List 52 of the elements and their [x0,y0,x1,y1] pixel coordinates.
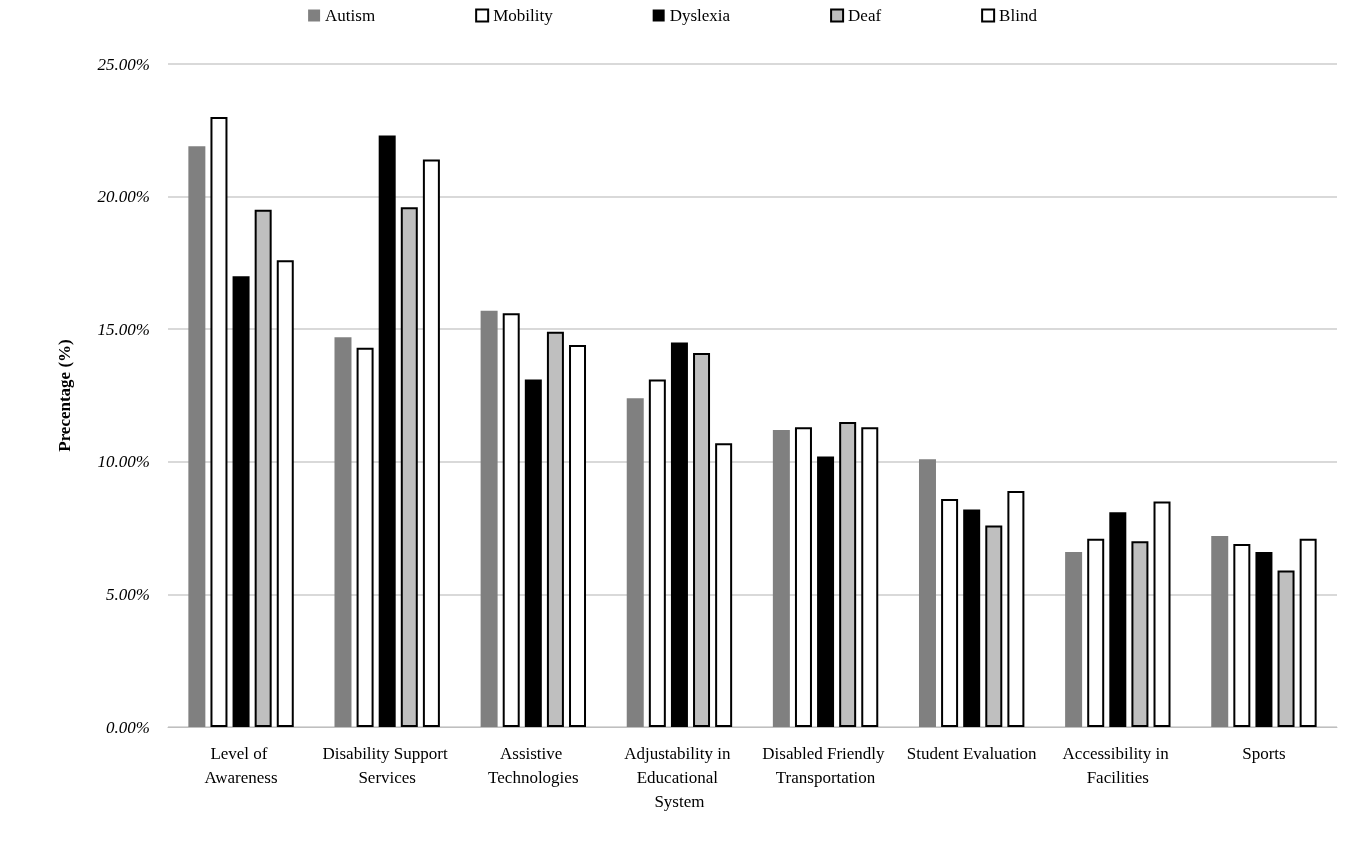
bar [963,509,981,727]
x-tick-label: Accessibility in Facilities [1062,743,1174,787]
bar [1153,501,1171,727]
bar [334,337,352,727]
bar [941,498,959,727]
bar [188,146,206,727]
x-tick-label: Disability Support Services [322,743,452,787]
bar [502,313,520,727]
y-tick-label: 15.00% [97,319,150,339]
bar [1007,490,1025,727]
bar [1255,551,1273,727]
legend-label: Mobility [493,6,554,25]
x-tick-label: Assistive Technologies [488,743,579,787]
y-tick-label: 0.00% [106,717,150,737]
y-tick-label: 25.00% [97,54,150,74]
bar [356,347,374,727]
y-tick-label: 5.00% [106,584,150,604]
bar [422,159,440,727]
bar [378,135,396,727]
bar [648,379,666,727]
bar [480,310,498,727]
bar [817,456,835,727]
bar [772,429,790,727]
x-tick-label: Level of Awareness [204,743,278,787]
legend-label: Deaf [848,6,882,25]
bar [276,260,294,727]
bar [1211,536,1229,727]
y-tick-label: 10.00% [97,452,150,472]
bar [1233,544,1251,727]
legend-label: Blind [999,6,1038,25]
bar [626,398,644,727]
x-tick-label: Disabled Friendly Transportation [762,743,889,787]
legend-label: Dyslexia [669,6,731,25]
bar [794,427,812,727]
bar [569,345,587,727]
bar [1087,538,1105,727]
bar [1065,551,1083,727]
bar [1299,538,1317,727]
x-tick-label: Student Evaluation [906,743,1038,763]
bar [861,427,879,727]
x-tick-label: Sports [1242,743,1286,763]
bar [918,459,936,727]
y-tick-label: 20.00% [97,187,150,207]
bar [524,379,542,727]
y-axis-title: Precentage (%) [55,339,74,452]
x-tick-label: Adjustability in Educational System [624,743,735,811]
bar [210,117,228,727]
bar [1109,512,1127,727]
bar [232,276,250,727]
legend-label: Autism [325,6,376,25]
bar [670,342,688,727]
bar [715,443,733,727]
